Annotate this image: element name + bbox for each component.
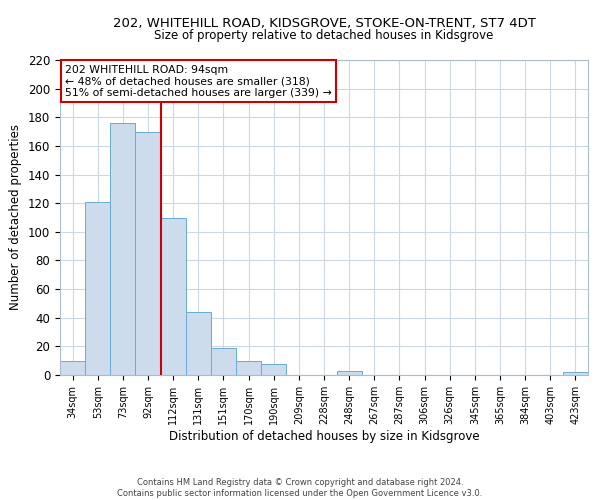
Bar <box>60 360 85 375</box>
Text: Contains HM Land Registry data © Crown copyright and database right 2024.
Contai: Contains HM Land Registry data © Crown c… <box>118 478 482 498</box>
Bar <box>110 123 136 375</box>
Text: Size of property relative to detached houses in Kidsgrove: Size of property relative to detached ho… <box>154 29 494 42</box>
Bar <box>85 202 110 375</box>
Bar <box>136 132 161 375</box>
Y-axis label: Number of detached properties: Number of detached properties <box>10 124 22 310</box>
X-axis label: Distribution of detached houses by size in Kidsgrove: Distribution of detached houses by size … <box>169 430 479 442</box>
Bar <box>211 348 236 375</box>
Bar <box>161 218 186 375</box>
Bar <box>563 372 588 375</box>
Bar <box>261 364 286 375</box>
Text: 202, WHITEHILL ROAD, KIDSGROVE, STOKE-ON-TRENT, ST7 4DT: 202, WHITEHILL ROAD, KIDSGROVE, STOKE-ON… <box>113 18 535 30</box>
Text: 202 WHITEHILL ROAD: 94sqm
← 48% of detached houses are smaller (318)
51% of semi: 202 WHITEHILL ROAD: 94sqm ← 48% of detac… <box>65 64 332 98</box>
Bar <box>186 312 211 375</box>
Bar <box>337 370 362 375</box>
Bar <box>236 360 261 375</box>
